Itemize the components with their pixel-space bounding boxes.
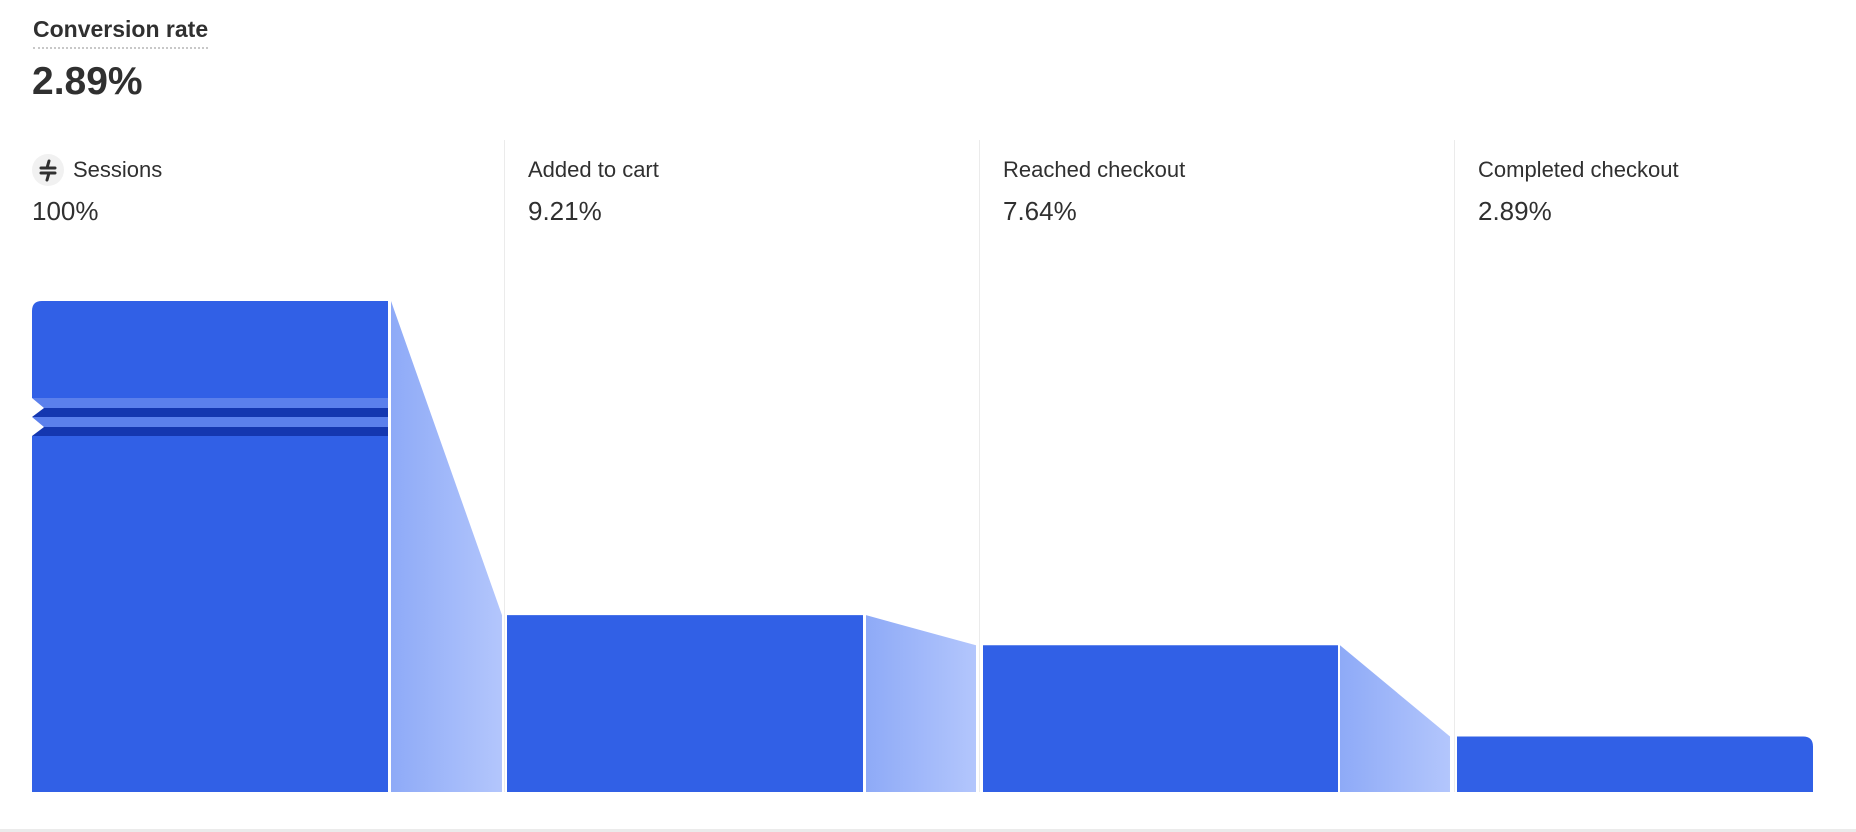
axis-break-stripe	[32, 398, 388, 408]
column-divider	[1454, 140, 1455, 792]
column-divider	[979, 140, 980, 792]
step-label-reached-checkout: Reached checkout	[1003, 157, 1186, 182]
bottom-border	[0, 829, 1856, 832]
sessions-icon	[32, 154, 64, 186]
axis-break-stripe	[32, 417, 388, 427]
step-value-completed-checkout: 2.89%	[1478, 196, 1552, 226]
step-label-completed-checkout: Completed checkout	[1478, 157, 1679, 182]
step-value-added-to-cart: 9.21%	[528, 196, 602, 226]
step-label-added-to-cart: Added to cart	[528, 157, 659, 182]
funnel-bar-added-to-cart	[507, 615, 863, 792]
funnel-connector	[866, 615, 976, 792]
axis-break-stripe	[32, 427, 388, 436]
step-label-sessions: Sessions	[73, 157, 163, 182]
funnel-bar-reached-checkout	[983, 645, 1338, 792]
funnel-bar-completed-checkout	[1457, 736, 1813, 792]
conversion-rate-value: 2.89%	[32, 60, 143, 103]
funnel-bar-sessions	[32, 301, 388, 792]
axis-break-notch	[32, 398, 44, 436]
step-value-sessions: 100%	[32, 196, 99, 226]
conversion-rate-title[interactable]: Conversion rate	[33, 16, 209, 49]
funnel-connector	[1340, 645, 1450, 792]
funnel-connector	[391, 301, 502, 792]
column-divider	[504, 140, 505, 792]
step-value-reached-checkout: 7.64%	[1003, 196, 1077, 226]
axis-break-stripe	[32, 408, 388, 417]
